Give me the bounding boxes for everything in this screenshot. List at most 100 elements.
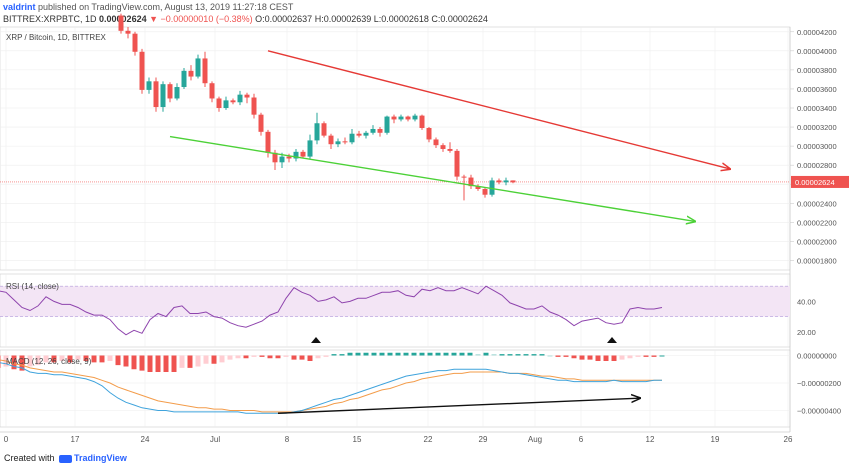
x-tick-label: 22 — [424, 435, 433, 444]
price-change: ▼ −0.00000010 (−0.38%) — [149, 14, 253, 24]
macd-histogram-bar — [603, 355, 609, 361]
candle-body — [307, 140, 313, 157]
macd-histogram-bar — [219, 355, 225, 363]
tradingview-logo-icon — [59, 454, 73, 463]
macd-histogram-bar — [659, 355, 665, 357]
candle-body — [118, 15, 124, 31]
y-tick-label: 0.00004200 — [797, 28, 837, 37]
candle-body — [370, 128, 376, 133]
rsi-line — [0, 285, 663, 336]
macd-histogram-bar — [147, 355, 153, 372]
macd-histogram-bar — [347, 352, 353, 356]
candle-body — [251, 97, 257, 115]
trendline — [169, 135, 695, 222]
macd-y-tick-label: 0.00000000 — [797, 352, 837, 361]
candle-body — [209, 83, 215, 99]
macd-histogram-bar — [163, 355, 169, 372]
macd-histogram-bar — [283, 355, 289, 357]
candle-body — [272, 152, 278, 163]
macd-histogram-bar — [275, 355, 281, 359]
macd-histogram-bar — [403, 352, 409, 356]
x-tick-label: 6 — [579, 435, 584, 444]
rsi-band — [0, 286, 790, 317]
candle-body — [454, 150, 460, 177]
macd-histogram-bar — [547, 355, 553, 357]
candle-body — [405, 116, 411, 120]
macd-histogram-bar — [291, 355, 297, 360]
macd-histogram-bar — [419, 352, 425, 356]
candle-body — [160, 84, 166, 108]
candle-body — [188, 70, 194, 77]
last-price-label: 0.00002624 — [795, 178, 835, 187]
y-tick-label: 0.00003400 — [797, 104, 837, 113]
candle-body — [391, 116, 397, 120]
macd-histogram-bar — [67, 355, 73, 363]
macd-histogram-bar — [171, 355, 177, 372]
macd-histogram-bar — [611, 355, 617, 361]
x-tick-label: 12 — [646, 435, 655, 444]
macd-histogram-bar — [19, 355, 25, 371]
macd-histogram-bar — [59, 355, 65, 361]
candle-body — [237, 94, 243, 103]
macd-histogram-bar — [371, 352, 377, 356]
macd-histogram-bar — [355, 352, 361, 356]
macd-histogram-bar — [475, 354, 481, 356]
macd-histogram-bar — [11, 355, 17, 370]
macd-histogram-bar — [443, 352, 449, 356]
macd-histogram-bar — [483, 352, 489, 356]
rsi-y-tick-label: 40.00 — [797, 297, 816, 306]
macd-histogram-bar — [139, 355, 145, 371]
macd-histogram-bar — [539, 354, 545, 356]
macd-histogram-bar — [563, 355, 569, 357]
macd-histogram-bar — [531, 354, 537, 356]
candle-body — [489, 180, 495, 195]
macd-histogram-bar — [507, 354, 513, 356]
macd-histogram-bar — [299, 355, 305, 360]
candle-body — [195, 58, 201, 77]
rsi-y-tick-label: 20.00 — [797, 328, 816, 337]
candle-body — [293, 151, 299, 159]
y-tick-label: 0.00003200 — [797, 123, 837, 132]
last-price-badge — [791, 175, 849, 188]
macd-histogram-bar — [235, 355, 241, 359]
macd-histogram-bar — [259, 355, 265, 357]
macd-histogram-bar — [115, 355, 121, 366]
macd-histogram-bar — [499, 354, 505, 356]
macd-histogram-bar — [387, 352, 393, 356]
candle-body — [377, 128, 383, 133]
macd-histogram-bar — [155, 355, 161, 372]
candle-body — [447, 148, 453, 151]
macd-histogram-bar — [83, 355, 89, 361]
x-tick-label: 15 — [353, 435, 362, 444]
y-tick-label: 0.00002800 — [797, 161, 837, 170]
y-tick-label: 0.00004000 — [797, 47, 837, 56]
candle-body — [167, 84, 173, 99]
y-tick-label: 0.00002200 — [797, 218, 837, 227]
author-name[interactable]: valdrint — [3, 2, 36, 12]
candle-body — [216, 98, 222, 108]
x-tick-label: Jul — [210, 435, 220, 444]
macd-histogram-bar — [187, 355, 193, 368]
candle-body — [328, 135, 334, 145]
macd-histogram-bar — [43, 355, 49, 363]
x-tick-label: 19 — [711, 435, 720, 444]
macd-histogram-bar — [331, 354, 337, 356]
candle-body — [482, 189, 488, 195]
candle-body — [419, 115, 425, 129]
triangle-up-icon — [607, 337, 617, 343]
tradingview-brand[interactable]: TradingView — [74, 453, 127, 463]
macd-histogram-bar — [179, 355, 185, 368]
price-pane-label: XRP / Bitcoin, 1D, BITTREX — [6, 33, 106, 42]
macd-histogram-bar — [211, 355, 217, 364]
macd-histogram-bar — [619, 355, 625, 360]
candle-body — [468, 177, 474, 187]
macd-histogram-bar — [643, 355, 649, 357]
macd-histogram-bar — [123, 355, 129, 367]
macd-histogram-bar — [467, 352, 473, 356]
candle-body — [503, 180, 509, 183]
trendline — [267, 50, 730, 169]
y-tick-label: 0.00003800 — [797, 66, 837, 75]
candle-body — [349, 133, 355, 143]
macd-histogram-bar — [651, 355, 657, 357]
